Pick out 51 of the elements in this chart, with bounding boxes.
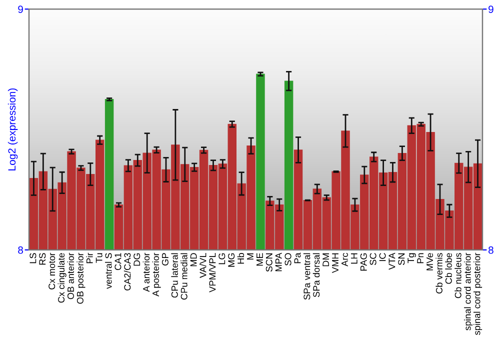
x-tick-label: PAG [360, 253, 367, 271]
x-tick-label: MD [190, 253, 197, 266]
x-tick-label: SPa ventral [303, 253, 310, 300]
x-tick-label: MVe [426, 253, 433, 270]
x-tick-label: DG [134, 253, 140, 266]
x-tick-label: M [247, 253, 254, 260]
y-axis-title: Log2 (expression) [8, 88, 18, 170]
x-tick-label: MG [228, 253, 235, 267]
y2-tick-label: 8 [488, 246, 494, 254]
x-tick-label: Pir [86, 252, 93, 264]
x-tick-label: DM [322, 253, 329, 266]
x-tick-label: CA1 [114, 253, 122, 270]
x-tick-label: MPA [275, 252, 282, 272]
x-tick-label: SO [284, 253, 292, 266]
x-tick-label: SCN [266, 253, 272, 272]
x-tick-label: LG [218, 253, 226, 264]
x-tick-label: SC [370, 253, 376, 265]
x-tick-label: Cb lobe [445, 253, 452, 284]
x-tick-label: VA/VL [200, 252, 206, 278]
x-tick-label: ME [256, 253, 263, 266]
x-tick-label: A anterior [142, 252, 150, 292]
x-tick-label: CPu lateral [171, 253, 178, 298]
x-tick-label: IC [379, 253, 386, 261]
x-tick-label: Pn [417, 253, 424, 264]
x-tick-label: CPu medial [180, 253, 188, 300]
x-tick-label: Cx motor [48, 252, 56, 290]
x-tick-label: Cb nucleus [454, 253, 462, 298]
x-tick-label: VTA [388, 252, 396, 270]
x-tick-label: OB anterior [67, 252, 74, 300]
x-tick-label: RS [39, 253, 46, 265]
x-tick-label: GP [162, 253, 168, 266]
x-tick-label: SN [398, 253, 405, 265]
x-tick-label: Cx cingulate [58, 253, 66, 303]
x-tick-label: Tg [408, 253, 416, 264]
x-tick-label: Hb [237, 253, 244, 264]
x-tick-label: VMH [332, 253, 338, 274]
y2-tick-label: 9 [488, 6, 494, 13]
x-tick-label: Arc [342, 252, 348, 266]
x-tick-label: Cb vermis [436, 253, 442, 294]
x-tick-label: CA2/CA3 [124, 253, 131, 290]
x-tick-label: SPa dorsal [312, 253, 320, 298]
x-tick-label: LH [351, 253, 358, 264]
x-tick-label: spinal cord posterior [474, 252, 482, 335]
x-tick-label: Pa [294, 252, 301, 264]
x-tick-label: OB posterior [76, 252, 86, 304]
x-tick-label: A posterior [152, 252, 161, 296]
x-tick-label: ventral S [105, 253, 112, 289]
x-tick-label: LS [30, 253, 36, 264]
x-tick-label: spinal cord anterior [464, 252, 473, 330]
x-tick-label: Tu [96, 253, 102, 263]
x-tick-label: VPM/VPL [208, 252, 216, 292]
